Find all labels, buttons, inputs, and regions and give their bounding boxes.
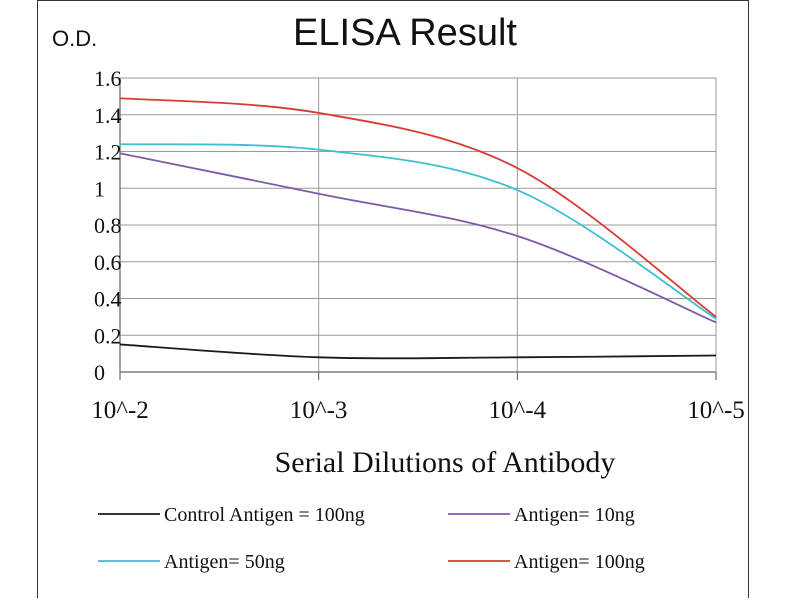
- series-line-1: [119, 152, 717, 324]
- y-tick-label: 1.2: [94, 140, 122, 165]
- y-axis-label: O.D.: [52, 26, 97, 51]
- y-tick-label: 0.2: [94, 323, 122, 348]
- chart-title: ELISA Result: [293, 12, 517, 54]
- legend-label: Antigen= 50ng: [164, 551, 285, 573]
- grid-lines: [120, 77, 717, 373]
- y-tick-label: 1.4: [94, 103, 122, 128]
- y-tick-label: 1: [94, 176, 105, 201]
- legend: Control Antigen = 100ng Antigen= 10ng Anti…: [98, 504, 645, 573]
- x-tick-label: 10^-3: [290, 397, 348, 424]
- series-line-0: [119, 343, 717, 360]
- x-tick-label: 10^-5: [687, 397, 745, 424]
- y-tick-label: 0.6: [94, 250, 122, 275]
- chart-frame: [37, 0, 749, 598]
- x-tick-label: 10^-4: [489, 397, 547, 424]
- legend-item-2: Antigen= 50ng: [98, 551, 285, 573]
- y-tick-label: 0.8: [94, 213, 122, 238]
- legend-item-0: Control Antigen = 100ng: [98, 504, 365, 526]
- axes: [119, 78, 717, 380]
- series-line-2: [119, 143, 717, 320]
- y-tick-label: 0.4: [94, 287, 122, 312]
- x-axis-label: Serial Dilutions of Antibody: [275, 446, 616, 479]
- series-lines: [119, 97, 717, 360]
- legend-item-3: Antigen= 100ng: [448, 551, 645, 573]
- y-tick-label: 0: [94, 360, 105, 385]
- x-tick-label: 10^-2: [91, 397, 149, 424]
- y-tick-labels: 0 0.2 0.4 0.6 0.8 1 1.2 1.4 1.6: [94, 66, 122, 385]
- legend-label: Antigen= 10ng: [514, 504, 635, 526]
- legend-label: Antigen= 100ng: [514, 551, 645, 573]
- x-tick-labels: 10^-2 10^-3 10^-4 10^-5: [91, 397, 745, 424]
- series-line-3: [119, 97, 717, 318]
- y-tick-label: 1.6: [94, 66, 122, 91]
- legend-item-1: Antigen= 10ng: [448, 504, 635, 526]
- legend-label: Control Antigen = 100ng: [164, 504, 365, 526]
